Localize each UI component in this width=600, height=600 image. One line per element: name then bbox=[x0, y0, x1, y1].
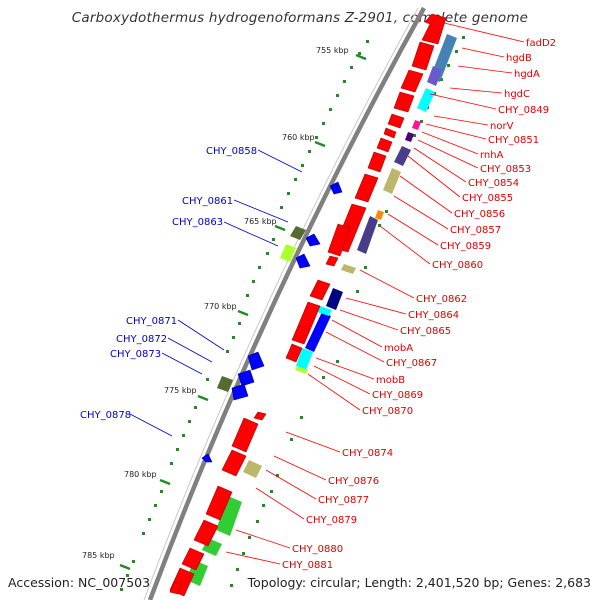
kbp-ticks bbox=[119, 53, 367, 571]
forward-gene-arrows bbox=[169, 13, 447, 597]
gene-label-CHY_0856: CHY_0856 bbox=[454, 209, 505, 220]
reverse-gene-arrows bbox=[201, 181, 343, 463]
cog-blocks bbox=[186, 34, 457, 586]
gene-label-CHY_0858: CHY_0858 bbox=[206, 146, 257, 157]
kbp-label-785: 785 kbp bbox=[82, 551, 115, 560]
gene-label-CHY_0872: CHY_0872 bbox=[116, 334, 167, 345]
gene-label-CHY_0863: CHY_0863 bbox=[172, 217, 223, 228]
gene-label-CHY_0871: CHY_0871 bbox=[126, 316, 177, 327]
gene-label-CHY_0854: CHY_0854 bbox=[468, 178, 519, 189]
inner-ticks bbox=[230, 36, 465, 587]
gene-label-hgdA: hgdA bbox=[514, 69, 540, 80]
genome-backbone-shadow bbox=[143, 7, 419, 600]
gene-label-CHY_0873: CHY_0873 bbox=[110, 349, 161, 360]
gene-label-CHY_0859: CHY_0859 bbox=[440, 241, 491, 252]
genome-summary-text: Topology: circular; Length: 2,401,520 bp… bbox=[247, 575, 591, 590]
gene-label-rnhA: rnhA bbox=[480, 150, 504, 161]
kbp-label-775: 775 kbp bbox=[164, 386, 197, 395]
gene-label-CHY_0880: CHY_0880 bbox=[292, 544, 343, 555]
gene-label-norV: norV bbox=[490, 121, 514, 132]
accession-text: Accession: NC_007503 bbox=[8, 575, 151, 590]
gene-label-CHY_0849: CHY_0849 bbox=[498, 105, 549, 116]
kbp-label-770: 770 kbp bbox=[204, 302, 237, 311]
outer-ticks bbox=[120, 40, 369, 591]
kbp-label-765: 765 kbp bbox=[244, 217, 277, 226]
gene-label-CHY_0881: CHY_0881 bbox=[282, 560, 333, 571]
gene-label-fadD2: fadD2 bbox=[526, 38, 556, 49]
gene-label-CHY_0879: CHY_0879 bbox=[306, 515, 357, 526]
genome-backbone bbox=[147, 6, 426, 600]
gene-label-CHY_0864: CHY_0864 bbox=[408, 310, 459, 321]
kbp-label-760: 760 kbp bbox=[282, 133, 315, 142]
kbp-label-780: 780 kbp bbox=[124, 470, 157, 479]
gene-label-CHY_0876: CHY_0876 bbox=[328, 476, 379, 487]
gene-label-mobB: mobB bbox=[376, 375, 405, 386]
forward-label-leaders bbox=[225, 21, 525, 565]
kbp-labels: 755 kbp 760 kbp 765 kbp 770 kbp 775 kbp … bbox=[82, 46, 349, 560]
gene-label-CHY_0869: CHY_0869 bbox=[372, 390, 423, 401]
gene-label-CHY_0861: CHY_0861 bbox=[182, 196, 233, 207]
reverse-label-leaders bbox=[129, 149, 303, 437]
gene-label-CHY_0851: CHY_0851 bbox=[488, 135, 539, 146]
gene-label-CHY_0855: CHY_0855 bbox=[462, 193, 513, 204]
gene-label-CHY_0874: CHY_0874 bbox=[342, 448, 393, 459]
forward-gene-labels: fadD2 hgdB hgdA hgdC CHY_0849 norV CHY_0… bbox=[282, 38, 556, 571]
gene-label-CHY_0853: CHY_0853 bbox=[480, 164, 531, 175]
kbp-label-755: 755 kbp bbox=[316, 46, 349, 55]
gene-label-CHY_0878: CHY_0878 bbox=[80, 410, 131, 421]
gene-label-hgdB: hgdB bbox=[506, 53, 532, 64]
reverse-gene-labels: CHY_0858 CHY_0861 CHY_0863 CHY_0871 CHY_… bbox=[80, 146, 257, 421]
gene-label-CHY_0857: CHY_0857 bbox=[450, 225, 501, 236]
gene-label-CHY_0862: CHY_0862 bbox=[416, 294, 467, 305]
gene-label-CHY_0867: CHY_0867 bbox=[386, 358, 437, 369]
gene-label-mobA: mobA bbox=[384, 343, 413, 354]
gene-label-hgdC: hgdC bbox=[504, 89, 530, 100]
gene-label-CHY_0860: CHY_0860 bbox=[432, 260, 483, 271]
gene-label-CHY_0877: CHY_0877 bbox=[318, 495, 369, 506]
gene-label-CHY_0865: CHY_0865 bbox=[400, 326, 451, 337]
gene-label-CHY_0870: CHY_0870 bbox=[362, 406, 413, 417]
